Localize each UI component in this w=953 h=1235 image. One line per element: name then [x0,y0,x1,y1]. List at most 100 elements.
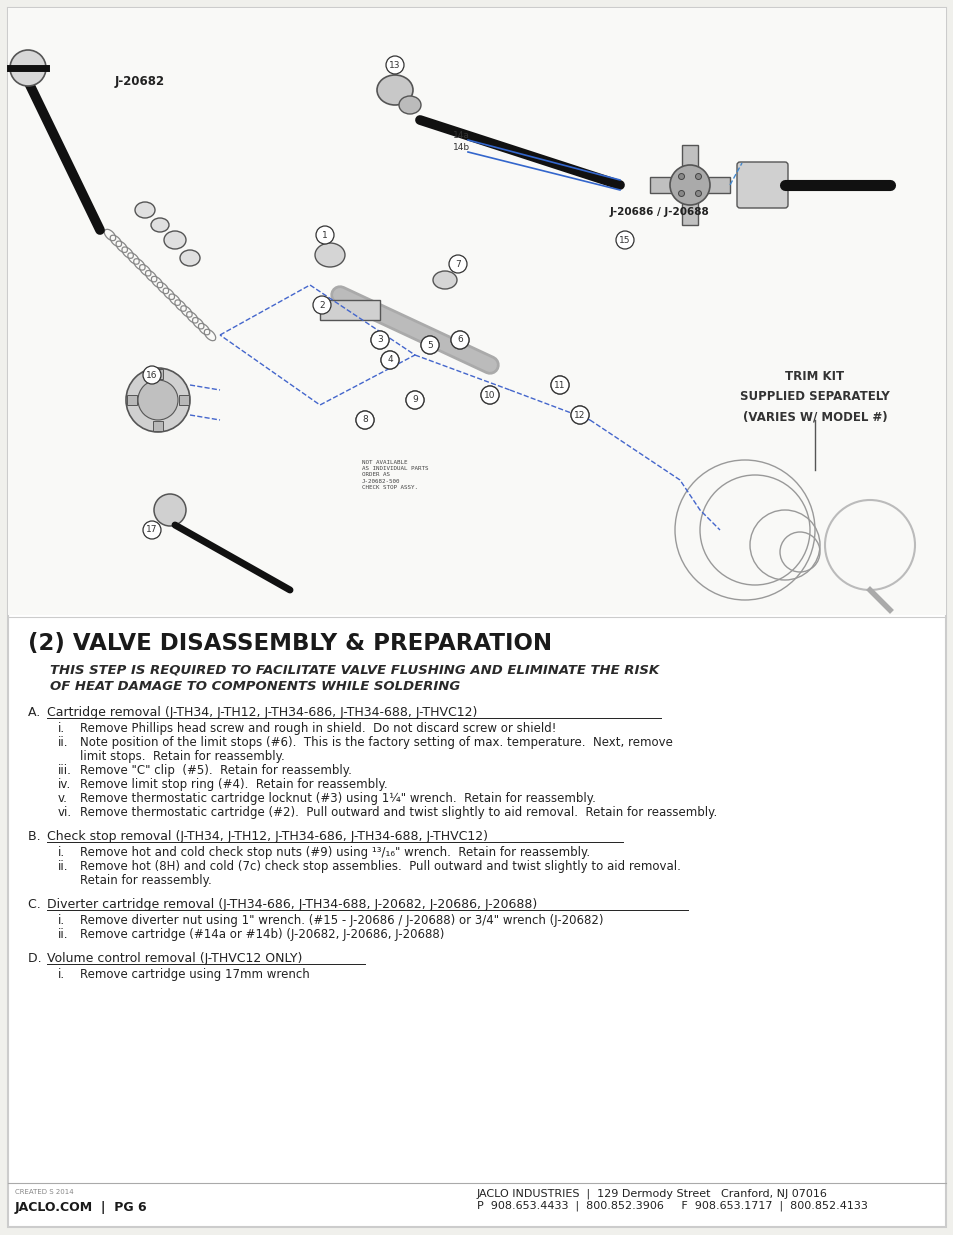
Text: 14a: 14a [453,131,470,140]
Text: Remove thermostatic cartridge (#2).  Pull outward and twist slightly to aid remo: Remove thermostatic cartridge (#2). Pull… [80,806,717,819]
Ellipse shape [135,203,154,219]
Circle shape [695,173,700,179]
Text: Retain for reassembly.: Retain for reassembly. [80,874,212,887]
Text: JACLO INDUSTRIES  |  129 Dermody Street   Cranford, NJ 07016: JACLO INDUSTRIES | 129 Dermody Street Cr… [476,1189,827,1199]
Circle shape [571,406,588,424]
Text: 17: 17 [146,526,157,535]
Text: C.: C. [28,898,47,911]
Text: ii.: ii. [58,736,69,748]
Circle shape [406,391,423,409]
Text: 15: 15 [618,236,630,245]
Text: JACLO.COM  |  PG 6: JACLO.COM | PG 6 [15,1200,148,1214]
Bar [152,369,163,379]
Circle shape [371,331,389,350]
Circle shape [616,231,634,249]
Text: 13: 13 [389,61,400,69]
Ellipse shape [398,96,420,114]
Bar [319,300,379,320]
Text: Cartridge removal (J-TH34, J-TH12, J-TH34-686, J-TH34-688, J-THVC12): Cartridge removal (J-TH34, J-TH12, J-TH3… [47,706,476,719]
Text: D.: D. [28,952,48,965]
Circle shape [406,391,423,409]
Text: 5: 5 [427,341,433,350]
Circle shape [386,56,403,74]
Circle shape [380,351,398,369]
Text: P  908.653.4433  |  800.852.3906     F  908.653.1717  |  800.852.4133: P 908.653.4433 | 800.852.3906 F 908.653.… [476,1200,867,1212]
Bar [8,7,945,615]
Bar [152,421,163,431]
Text: Remove Phillips head screw and rough in shield.  Do not discard screw or shield!: Remove Phillips head screw and rough in … [80,722,556,735]
Text: A.: A. [28,706,47,719]
Text: (2) VALVE DISASSEMBLY & PREPARATION: (2) VALVE DISASSEMBLY & PREPARATION [28,632,552,655]
FancyBboxPatch shape [737,162,787,207]
Ellipse shape [433,270,456,289]
Text: vi.: vi. [58,806,72,819]
Text: Volume control removal (J-THVC12 ONLY): Volume control removal (J-THVC12 ONLY) [47,952,302,965]
Text: 14b: 14b [453,143,470,152]
Text: 11: 11 [554,380,565,389]
Text: J-20686 / J-20688: J-20686 / J-20688 [609,207,709,217]
Circle shape [380,351,398,369]
Text: 7: 7 [455,259,460,268]
Text: v.: v. [58,792,68,805]
Circle shape [143,366,161,384]
Text: iii.: iii. [58,764,71,777]
Circle shape [551,375,568,394]
Circle shape [678,173,684,179]
Text: B.: B. [28,830,47,844]
Circle shape [371,331,389,350]
Text: Remove thermostatic cartridge locknut (#3) using 1¼" wrench.  Retain for reassem: Remove thermostatic cartridge locknut (#… [80,792,596,805]
Circle shape [10,49,46,86]
Circle shape [420,336,438,354]
Ellipse shape [151,219,169,232]
Circle shape [480,387,498,404]
Text: Remove "C" clip  (#5).  Retain for reassembly.: Remove "C" clip (#5). Retain for reassem… [80,764,352,777]
Text: Diverter cartridge removal (J-TH34-686, J-TH34-688, J-20682, J-20686, J-20688): Diverter cartridge removal (J-TH34-686, … [47,898,537,911]
Text: i.: i. [58,914,65,927]
Text: 8: 8 [362,415,368,425]
Text: i.: i. [58,722,65,735]
Text: iv.: iv. [58,778,71,790]
Text: i.: i. [58,846,65,860]
Ellipse shape [164,231,186,249]
Text: Remove limit stop ring (#4).  Retain for reassembly.: Remove limit stop ring (#4). Retain for … [80,778,387,790]
Text: 9: 9 [412,395,417,405]
Circle shape [551,375,568,394]
Text: Remove cartridge using 17mm wrench: Remove cartridge using 17mm wrench [80,968,310,981]
Circle shape [355,411,374,429]
Circle shape [138,380,178,420]
Bar [127,395,137,405]
Text: 6: 6 [456,336,462,345]
Circle shape [571,406,588,424]
Ellipse shape [376,75,413,105]
Text: J-20682: J-20682 [115,75,165,88]
Text: 12: 12 [574,410,585,420]
Circle shape [143,521,161,538]
Bar [649,177,729,193]
Circle shape [678,190,684,196]
Circle shape [695,190,700,196]
Circle shape [153,494,186,526]
Text: TRIM KIT
SUPPLIED SEPARATELY
(VARIES W/ MODEL #): TRIM KIT SUPPLIED SEPARATELY (VARIES W/ … [740,370,889,424]
Text: 2: 2 [319,300,324,310]
Circle shape [355,411,374,429]
Bar [179,395,189,405]
Circle shape [315,226,334,245]
Circle shape [669,165,709,205]
Text: OF HEAT DAMAGE TO COMPONENTS WHILE SOLDERING: OF HEAT DAMAGE TO COMPONENTS WHILE SOLDE… [50,680,459,693]
Text: THIS STEP IS REQUIRED TO FACILITATE VALVE FLUSHING AND ELIMINATE THE RISK: THIS STEP IS REQUIRED TO FACILITATE VALV… [50,664,659,677]
Text: 3: 3 [376,336,382,345]
Circle shape [480,387,498,404]
Ellipse shape [314,243,345,267]
Circle shape [126,368,190,432]
Ellipse shape [180,249,200,266]
Circle shape [449,254,467,273]
Text: Check stop removal (J-TH34, J-TH12, J-TH34-686, J-TH34-688, J-THVC12): Check stop removal (J-TH34, J-TH12, J-TH… [47,830,488,844]
Bar [681,144,698,225]
Circle shape [313,296,331,314]
Text: 4: 4 [387,356,393,364]
Text: 1: 1 [322,231,328,240]
Text: 10: 10 [484,390,496,399]
Text: 16: 16 [146,370,157,379]
Text: Remove cartridge (#14a or #14b) (J-20682, J-20686, J-20688): Remove cartridge (#14a or #14b) (J-20682… [80,927,444,941]
Circle shape [420,336,438,354]
